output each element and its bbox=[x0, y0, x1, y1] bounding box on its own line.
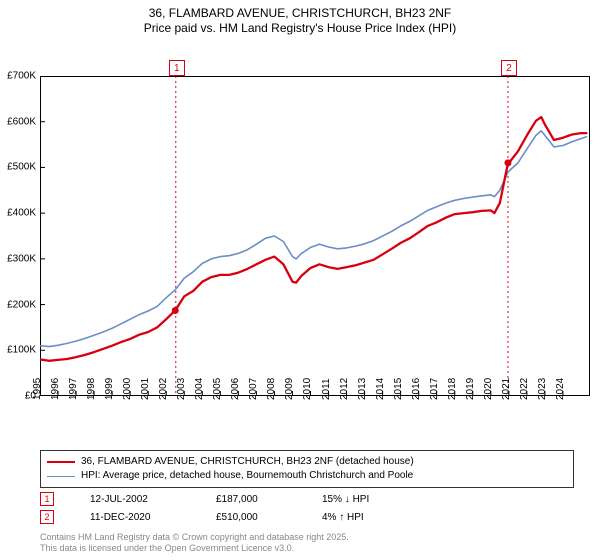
x-tick-label: 2020 bbox=[483, 378, 494, 400]
plot-area bbox=[40, 76, 590, 396]
x-tick-label: 2015 bbox=[393, 378, 404, 400]
x-tick-label: 2007 bbox=[248, 378, 259, 400]
x-tick-label: 2010 bbox=[302, 378, 313, 400]
sale-price: £187,000 bbox=[216, 494, 286, 505]
y-tick-label: £500K bbox=[0, 162, 36, 173]
y-tick-label: £200K bbox=[0, 299, 36, 310]
x-tick-label: 2013 bbox=[356, 378, 367, 400]
sale-marker-icon: 2 bbox=[501, 60, 517, 76]
x-tick-label: 2003 bbox=[176, 378, 187, 400]
attribution-line: Contains HM Land Registry data © Crown c… bbox=[40, 532, 600, 543]
x-tick-label: 2009 bbox=[284, 378, 295, 400]
y-tick-label: £0 bbox=[0, 391, 36, 402]
sale-marker-icon: 2 bbox=[40, 510, 54, 524]
x-tick-label: 2000 bbox=[122, 378, 133, 400]
x-tick-label: 2022 bbox=[519, 378, 530, 400]
x-tick-label: 2008 bbox=[266, 378, 277, 400]
x-tick-label: 2012 bbox=[338, 378, 349, 400]
sale-delta: 4% ↑ HPI bbox=[322, 512, 364, 523]
table-row: 2 11-DEC-2020 £510,000 4% ↑ HPI bbox=[40, 508, 600, 526]
x-tick-label: 2011 bbox=[321, 378, 332, 400]
legend: 36, FLAMBARD AVENUE, CHRISTCHURCH, BH23 … bbox=[40, 450, 574, 488]
legend-label: 36, FLAMBARD AVENUE, CHRISTCHURCH, BH23 … bbox=[81, 455, 414, 469]
legend-label: HPI: Average price, detached house, Bour… bbox=[81, 469, 413, 483]
x-tick-label: 2006 bbox=[230, 378, 241, 400]
legend-item: HPI: Average price, detached house, Bour… bbox=[47, 469, 567, 483]
y-tick-label: £400K bbox=[0, 208, 36, 219]
x-tick-label: 2017 bbox=[429, 378, 440, 400]
x-tick-label: 1995 bbox=[32, 378, 43, 400]
table-row: 1 12-JUL-2002 £187,000 15% ↓ HPI bbox=[40, 490, 600, 508]
x-tick-label: 2001 bbox=[140, 378, 151, 400]
y-tick-label: £600K bbox=[0, 116, 36, 127]
y-tick-label: £700K bbox=[0, 71, 36, 82]
sale-date: 11-DEC-2020 bbox=[90, 512, 180, 523]
sale-delta: 15% ↓ HPI bbox=[322, 494, 369, 505]
x-tick-label: 2024 bbox=[555, 378, 566, 400]
sale-date: 12-JUL-2002 bbox=[90, 494, 180, 505]
attribution-line: This data is licensed under the Open Gov… bbox=[40, 543, 600, 554]
sale-marker-icon: 1 bbox=[169, 60, 185, 76]
x-tick-label: 2019 bbox=[465, 378, 476, 400]
legend-swatch-icon bbox=[47, 461, 75, 463]
x-tick-label: 1999 bbox=[104, 378, 115, 400]
x-tick-label: 2016 bbox=[411, 378, 422, 400]
x-tick-label: 2005 bbox=[212, 378, 223, 400]
x-tick-label: 1998 bbox=[86, 378, 97, 400]
legend-item: 36, FLAMBARD AVENUE, CHRISTCHURCH, BH23 … bbox=[47, 455, 567, 469]
chart-area: £0 £100K £200K £300K £400K £500K £600K £700K 19… bbox=[0, 36, 600, 446]
x-tick-label: 2018 bbox=[447, 378, 458, 400]
sales-table: 1 12-JUL-2002 £187,000 15% ↓ HPI 2 11-DE… bbox=[40, 490, 600, 526]
x-tick-label: 2021 bbox=[501, 378, 512, 400]
chart-title: 36, FLAMBARD AVENUE, CHRISTCHURCH, BH23 … bbox=[0, 0, 600, 36]
sale-marker-icon: 1 bbox=[40, 492, 54, 506]
x-tick-label: 1997 bbox=[68, 378, 79, 400]
title-line1: 36, FLAMBARD AVENUE, CHRISTCHURCH, BH23 … bbox=[0, 6, 600, 21]
y-tick-label: £100K bbox=[0, 345, 36, 356]
x-tick-label: 2002 bbox=[158, 378, 169, 400]
title-line2: Price paid vs. HM Land Registry's House … bbox=[0, 21, 600, 36]
x-tick-label: 2004 bbox=[194, 378, 205, 400]
x-tick-label: 1996 bbox=[50, 378, 61, 400]
attribution: Contains HM Land Registry data © Crown c… bbox=[40, 532, 600, 554]
y-tick-label: £300K bbox=[0, 253, 36, 264]
x-tick-label: 2023 bbox=[537, 378, 548, 400]
x-tick-label: 2014 bbox=[374, 378, 385, 400]
legend-swatch-icon bbox=[47, 476, 75, 477]
sale-price: £510,000 bbox=[216, 512, 286, 523]
